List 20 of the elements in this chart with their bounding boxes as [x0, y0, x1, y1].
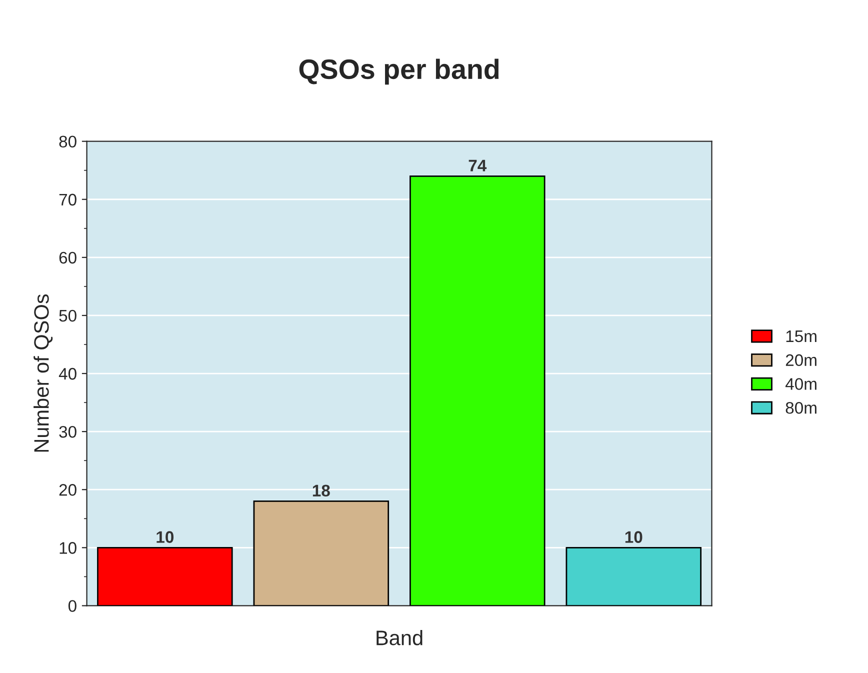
x-axis-title: Band: [376, 630, 422, 646]
y-tick-label: 80: [59, 136, 76, 148]
y-tick-label: 10: [60, 542, 76, 554]
legend-label: 15m: [786, 330, 816, 342]
data-label: 18: [312, 484, 330, 497]
y-tick-label: 40: [58, 368, 76, 380]
data-label: 10: [156, 531, 174, 543]
y-tick-label: 60: [59, 252, 76, 264]
legend-label: 20m: [786, 354, 816, 366]
legend-label: 80m: [786, 402, 816, 414]
legend-label: 40m: [785, 378, 816, 390]
data-label: 74: [468, 160, 487, 172]
y-tick-label: 0: [68, 600, 76, 612]
y-tick-label: 20: [59, 484, 76, 496]
y-tick-label: 30: [59, 426, 76, 438]
chart-title: QSOs per band: [299, 58, 499, 85]
y-tick-label: 50: [59, 310, 76, 322]
y-axis-title: Number of QSOs: [34, 294, 53, 452]
y-tick-label: 70: [59, 194, 76, 206]
data-label: 10: [625, 531, 642, 543]
